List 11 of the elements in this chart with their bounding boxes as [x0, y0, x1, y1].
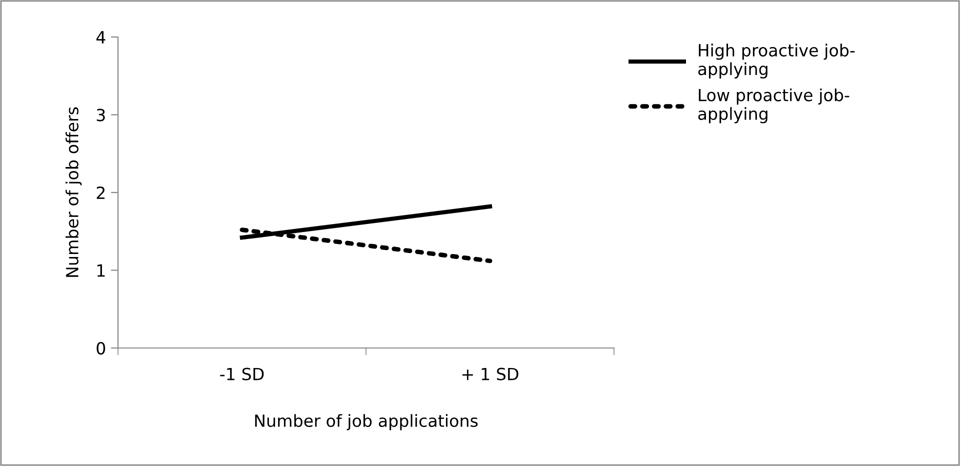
y-tick-label: 3 [96, 108, 105, 122]
y-tick-label: 2 [96, 186, 105, 199]
x-axis-title: Number of job applications [255, 414, 478, 430]
y-tick-label: 0 [96, 342, 106, 355]
x-tick-label: -1 SD [220, 368, 264, 380]
legend-label: Low proactive job-applying [698, 88, 850, 124]
x-tick-label: + 1 SD [462, 368, 518, 380]
y-tick-label: 1 [97, 264, 105, 277]
y-tick-label: 4 [96, 31, 106, 44]
legend-label: High proactive job-applying [698, 44, 855, 78]
y-axis-title: Number of job offers [66, 107, 82, 277]
